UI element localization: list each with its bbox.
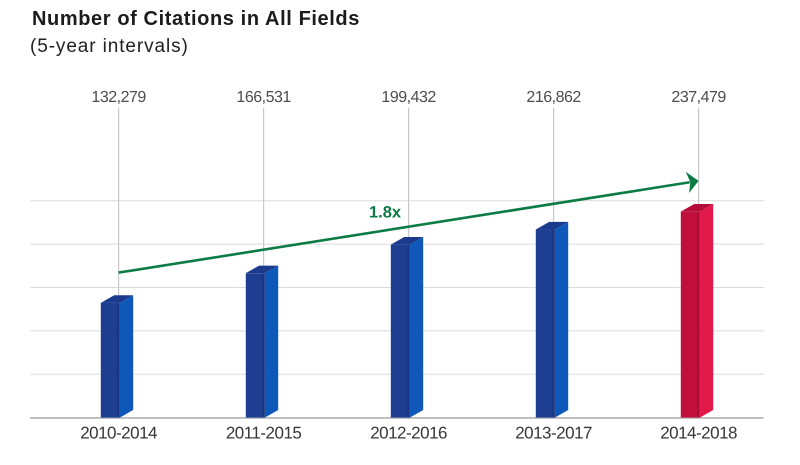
bar-top-face-2011-2015 — [245, 265, 279, 274]
bar-front-face-2011-2015 — [245, 273, 265, 418]
growth-arrow-head — [685, 171, 699, 193]
chart-subtitle: (5-year intervals) — [30, 36, 189, 57]
category-label: 2014-2018 — [660, 424, 737, 443]
bar-top-face-2014-2018 — [680, 204, 714, 212]
bar-front-face-2014-2018 — [680, 211, 700, 418]
growth-multiplier-label: 1.8x — [369, 204, 402, 222]
value-label: 199,432 — [381, 89, 436, 106]
bar-front-face-2010-2014 — [100, 302, 120, 418]
category-label: 2011-2015 — [226, 424, 302, 443]
value-label: 166,531 — [236, 89, 291, 106]
value-label: 237,479 — [671, 89, 726, 106]
bar-front-face-2013-2017 — [535, 229, 555, 418]
value-label: 132,279 — [91, 89, 146, 106]
category-label: 2012-2016 — [370, 424, 447, 443]
bar-side-face-2013-2017 — [554, 221, 569, 418]
bar-front-face-2012-2016 — [390, 244, 410, 418]
category-label: 2013-2017 — [515, 424, 592, 443]
bar-top-face-2012-2016 — [390, 237, 424, 245]
bar-top-face-2013-2017 — [535, 221, 569, 230]
chart-title: Number of Citations in All Fields — [32, 8, 360, 30]
bar-side-face-2010-2014 — [119, 295, 134, 418]
bar-side-face-2012-2016 — [409, 237, 424, 418]
bar-side-face-2011-2015 — [264, 265, 279, 418]
growth-arrow-shaft — [118, 180, 690, 274]
bar-top-face-2010-2014 — [100, 295, 134, 303]
bar-side-face-2014-2018 — [699, 204, 714, 418]
category-label: 2010-2014 — [80, 424, 157, 443]
value-label: 216,862 — [526, 89, 581, 106]
